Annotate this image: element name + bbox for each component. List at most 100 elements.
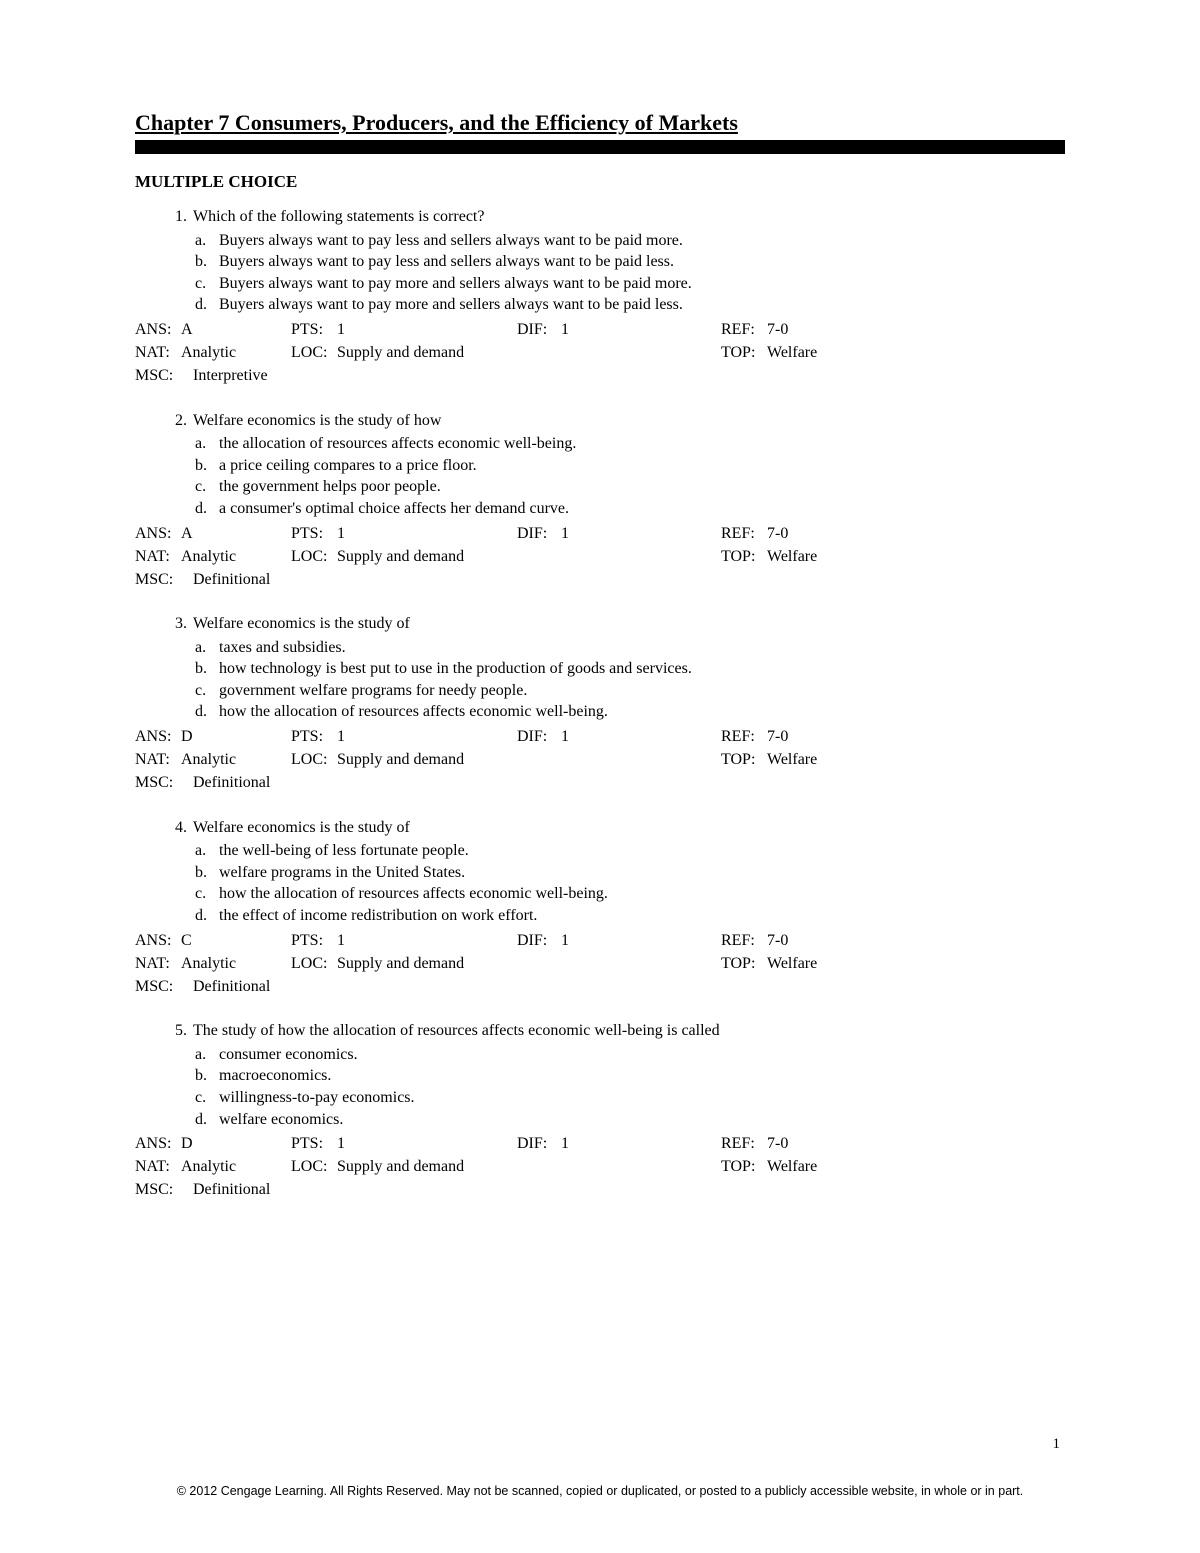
msc-value: Definitional (193, 568, 270, 591)
option-letter: c. (195, 1087, 219, 1109)
nat-value: Analytic (181, 545, 291, 568)
msc-value: Definitional (193, 771, 270, 794)
option-text: the well-being of less fortunate people. (219, 840, 1065, 862)
top-label: TOP: (721, 341, 767, 364)
nat-label: NAT: (135, 748, 181, 771)
dif-value: 1 (561, 522, 721, 545)
option-letter: b. (195, 1065, 219, 1087)
ref-label: REF: (721, 522, 767, 545)
loc-value: Supply and demand (337, 748, 517, 771)
option-text: the effect of income redistribution on w… (219, 905, 1065, 927)
nat-value: Analytic (181, 952, 291, 975)
option-row: c.Buyers always want to pay more and sel… (195, 273, 1065, 295)
pts-value: 1 (337, 929, 517, 952)
question-prompt: Welfare economics is the study of (193, 613, 1065, 635)
option-letter: b. (195, 455, 219, 477)
pts-value: 1 (337, 522, 517, 545)
option-text: taxes and subsidies. (219, 637, 1065, 659)
pts-value: 1 (337, 725, 517, 748)
pts-value: 1 (337, 1132, 517, 1155)
option-letter: b. (195, 251, 219, 273)
dif-label: DIF: (517, 929, 561, 952)
ref-value: 7-0 (767, 1132, 788, 1155)
option-row: b.welfare programs in the United States. (195, 862, 1065, 884)
dif-value: 1 (561, 725, 721, 748)
loc-label: LOC: (291, 748, 337, 771)
loc-label: LOC: (291, 545, 337, 568)
question-number: 1. (165, 206, 187, 228)
loc-value: Supply and demand (337, 952, 517, 975)
question-block: 3.Welfare economics is the study ofa.tax… (135, 613, 1065, 795)
top-label: TOP: (721, 748, 767, 771)
nat-value: Analytic (181, 341, 291, 364)
option-row: b.how technology is best put to use in t… (195, 658, 1065, 680)
option-letter: c. (195, 273, 219, 295)
question-meta: ANS:APTS:1DIF:1REF:7-0NAT:AnalyticLOC:Su… (135, 318, 1065, 388)
spacer (561, 545, 721, 568)
loc-label: LOC: (291, 1155, 337, 1178)
spacer (561, 1155, 721, 1178)
option-text: willingness-to-pay economics. (219, 1087, 1065, 1109)
question-prompt: Welfare economics is the study of how (193, 410, 1065, 432)
section-heading: MULTIPLE CHOICE (135, 172, 1065, 192)
option-letter: b. (195, 862, 219, 884)
ref-value: 7-0 (767, 318, 788, 341)
option-text: Buyers always want to pay less and selle… (219, 230, 1065, 252)
dif-label: DIF: (517, 318, 561, 341)
ans-label: ANS: (135, 318, 181, 341)
option-text: macroeconomics. (219, 1065, 1065, 1087)
spacer (517, 341, 561, 364)
question-number: 2. (165, 410, 187, 432)
ans-value: A (181, 318, 291, 341)
option-text: a consumer's optimal choice affects her … (219, 498, 1065, 520)
msc-label: MSC: (135, 364, 181, 387)
question-block: 4.Welfare economics is the study ofa.the… (135, 817, 1065, 999)
option-text: the allocation of resources affects econ… (219, 433, 1065, 455)
option-text: Buyers always want to pay less and selle… (219, 251, 1065, 273)
question-block: 2.Welfare economics is the study of howa… (135, 410, 1065, 592)
option-text: how technology is best put to use in the… (219, 658, 1065, 680)
ref-label: REF: (721, 929, 767, 952)
dif-value: 1 (561, 1132, 721, 1155)
nat-label: NAT: (135, 545, 181, 568)
option-letter: c. (195, 476, 219, 498)
question-block: 1.Which of the following statements is c… (135, 206, 1065, 388)
option-letter: a. (195, 840, 219, 862)
pts-value: 1 (337, 318, 517, 341)
option-row: d.how the allocation of resources affect… (195, 701, 1065, 723)
pts-label: PTS: (291, 318, 337, 341)
option-row: c.the government helps poor people. (195, 476, 1065, 498)
option-text: Buyers always want to pay more and selle… (219, 294, 1065, 316)
option-letter: c. (195, 680, 219, 702)
option-text: Buyers always want to pay more and selle… (219, 273, 1065, 295)
dif-value: 1 (561, 929, 721, 952)
pts-label: PTS: (291, 522, 337, 545)
option-letter: d. (195, 1109, 219, 1131)
option-row: c.how the allocation of resources affect… (195, 883, 1065, 905)
option-row: a.consumer economics. (195, 1044, 1065, 1066)
nat-label: NAT: (135, 1155, 181, 1178)
option-text: how the allocation of resources affects … (219, 883, 1065, 905)
spacer (561, 952, 721, 975)
question-block: 5.The study of how the allocation of res… (135, 1020, 1065, 1202)
option-text: consumer economics. (219, 1044, 1065, 1066)
document-page: Chapter 7 Consumers, Producers, and the … (0, 0, 1200, 1553)
question-meta: ANS:DPTS:1DIF:1REF:7-0NAT:AnalyticLOC:Su… (135, 725, 1065, 795)
pts-label: PTS: (291, 725, 337, 748)
ans-label: ANS: (135, 725, 181, 748)
option-letter: b. (195, 658, 219, 680)
msc-label: MSC: (135, 1178, 181, 1201)
question-prompt: Welfare economics is the study of (193, 817, 1065, 839)
option-letter: a. (195, 637, 219, 659)
option-letter: a. (195, 433, 219, 455)
ref-value: 7-0 (767, 929, 788, 952)
option-row: a.the allocation of resources affects ec… (195, 433, 1065, 455)
ans-value: D (181, 1132, 291, 1155)
question-prompt: The study of how the allocation of resou… (193, 1020, 1065, 1042)
spacer (561, 341, 721, 364)
chapter-title: Chapter 7 Consumers, Producers, and the … (135, 110, 1065, 136)
option-row: d.the effect of income redistribution on… (195, 905, 1065, 927)
option-letter: d. (195, 905, 219, 927)
ans-value: D (181, 725, 291, 748)
option-row: d.Buyers always want to pay more and sel… (195, 294, 1065, 316)
